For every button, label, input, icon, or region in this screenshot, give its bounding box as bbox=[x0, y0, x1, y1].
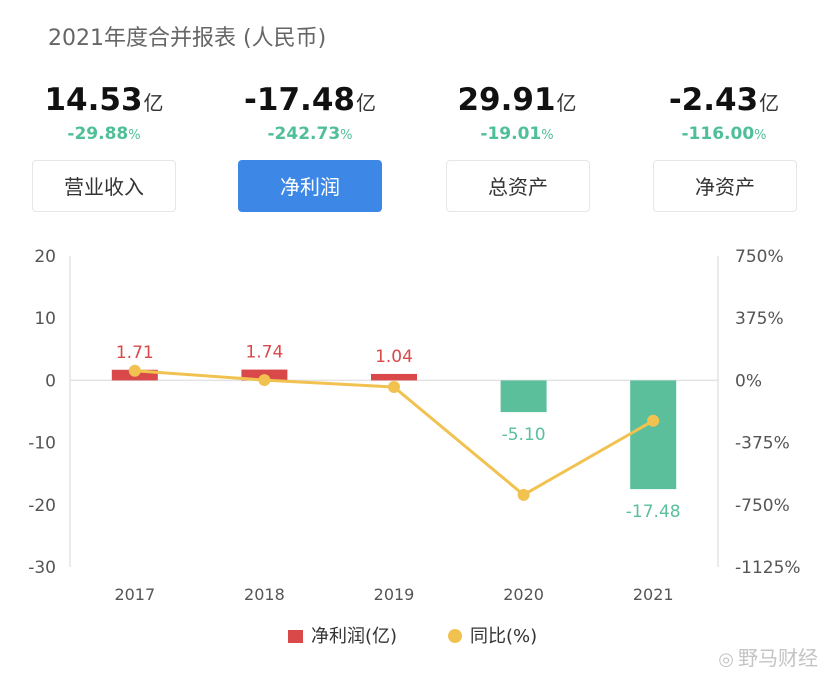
x-tick-label: 2021 bbox=[633, 585, 674, 604]
tab-total-assets[interactable]: 总资产 bbox=[446, 160, 590, 212]
metric-change-unit: % bbox=[541, 128, 554, 143]
legend-label: 净利润(亿) bbox=[311, 626, 398, 647]
metric-change-unit: % bbox=[128, 128, 141, 143]
x-tick-label: 2020 bbox=[503, 585, 544, 604]
bar-data-label: -5.10 bbox=[502, 425, 546, 445]
metric-unit: 亿 bbox=[556, 91, 577, 115]
bar bbox=[630, 380, 677, 490]
yoy-point bbox=[517, 488, 530, 501]
bar bbox=[371, 373, 417, 381]
yoy-point bbox=[128, 364, 141, 377]
y-right-tick-label: -1125% bbox=[735, 558, 801, 578]
tab-revenue[interactable]: 营业收入 bbox=[32, 160, 176, 212]
metric-change-unit: % bbox=[340, 128, 353, 143]
metric-value: 14.53 bbox=[44, 82, 143, 118]
metric-net-profit: -17.48亿 -242.73% bbox=[210, 82, 410, 144]
x-tick-label: 2017 bbox=[114, 585, 155, 604]
bar-data-label: 1.71 bbox=[116, 343, 154, 363]
yoy-point bbox=[647, 414, 660, 427]
y-left-tick-label: -30 bbox=[28, 558, 56, 578]
bar-data-label: 1.04 bbox=[375, 347, 413, 367]
y-right-tick-label: -375% bbox=[735, 434, 790, 454]
metric-value: -2.43 bbox=[668, 82, 759, 118]
metric-total-assets: 29.91亿 -19.01% bbox=[417, 82, 617, 144]
bar-data-label: -17.48 bbox=[626, 502, 681, 522]
metric-unit: 亿 bbox=[143, 91, 164, 115]
metric-unit: 亿 bbox=[759, 91, 780, 115]
net-profit-chart: 20 10 0 -10 -20 -30 750% 375% 0% -375% -750% -1125%… bbox=[28, 247, 801, 604]
metric-change: -19.01 bbox=[480, 124, 542, 144]
y-right-tick-label: 0% bbox=[735, 371, 762, 391]
watermark-text: 野马财经 bbox=[738, 646, 818, 670]
weibo-icon: ◎ bbox=[718, 649, 734, 670]
x-tick-label: 2018 bbox=[244, 585, 285, 604]
y-right-tick-label: 750% bbox=[735, 247, 784, 267]
y-left-tick-label: -10 bbox=[28, 434, 56, 454]
metric-change: -29.88 bbox=[67, 124, 129, 144]
chart-legend: 净利润(亿) 同比(%) bbox=[0, 622, 828, 648]
legend-item-yoy[interactable]: 同比(%) bbox=[448, 622, 537, 648]
x-tick-label: 2019 bbox=[374, 585, 415, 604]
tab-net-assets[interactable]: 净资产 bbox=[653, 160, 797, 212]
tab-net-profit[interactable]: 净利润 bbox=[238, 160, 382, 212]
bar bbox=[500, 380, 547, 413]
bar-data-label: 1.74 bbox=[245, 343, 283, 363]
y-left-tick-label: 0 bbox=[45, 371, 56, 391]
report-title: 2021年度合并报表 (人民币) bbox=[48, 26, 327, 51]
metric-value: 29.91 bbox=[457, 82, 556, 118]
metric-value: -17.48 bbox=[244, 82, 355, 118]
metric-change: -242.73 bbox=[267, 124, 341, 144]
y-left-tick-label: -20 bbox=[28, 496, 56, 516]
watermark: ◎ 野马财经 bbox=[718, 642, 818, 671]
metric-revenue: 14.53亿 -29.88% bbox=[4, 82, 204, 144]
metric-unit: 亿 bbox=[355, 91, 376, 115]
yoy-point bbox=[258, 374, 271, 387]
metric-change: -116.00 bbox=[681, 124, 755, 144]
y-left-tick-label: 10 bbox=[34, 309, 56, 329]
metric-change-unit: % bbox=[754, 128, 767, 143]
legend-dot-swatch bbox=[448, 629, 462, 643]
y-left-tick-label: 20 bbox=[34, 247, 56, 267]
metric-net-assets: -2.43亿 -116.00% bbox=[624, 82, 824, 144]
legend-bar-swatch bbox=[288, 630, 303, 643]
y-right-tick-label: -750% bbox=[735, 496, 790, 516]
legend-item-net-profit[interactable]: 净利润(亿) bbox=[288, 622, 397, 648]
y-right-tick-label: 375% bbox=[735, 309, 784, 329]
legend-label: 同比(%) bbox=[470, 626, 538, 647]
yoy-point bbox=[388, 381, 400, 394]
